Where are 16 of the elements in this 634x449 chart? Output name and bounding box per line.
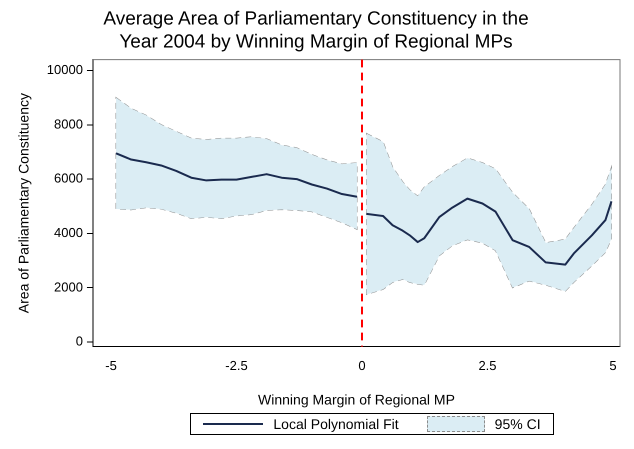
x-tick-label: 0 [358,358,366,373]
x-tick-label: 2.5 [478,358,497,373]
y-tick-label: 4000 [54,224,83,240]
text: 95% CI [494,416,541,432]
x-tick-label: 5 [609,358,617,373]
y-tick-label: 2000 [54,279,83,294]
chart-title: Average Area of Parliamentary Constituency in the Year 2004 by Winning Margin of Regional MPs [103,8,529,52]
y-tick-label: 0 [76,334,83,349]
y-tick-label: 10000 [46,62,83,78]
x-axis-title: Winning Margin of Regional MP [258,391,455,408]
legend-label: Local Polynomial Fit [273,416,399,432]
y-tick-label: 8000 [54,116,83,132]
x-tick-label: -5 [105,358,117,373]
y-axis-title: Area of Parliamentary Constituency [15,92,32,314]
x-tick-label: -2.5 [225,358,248,373]
y-tick-label: 6000 [54,170,83,186]
